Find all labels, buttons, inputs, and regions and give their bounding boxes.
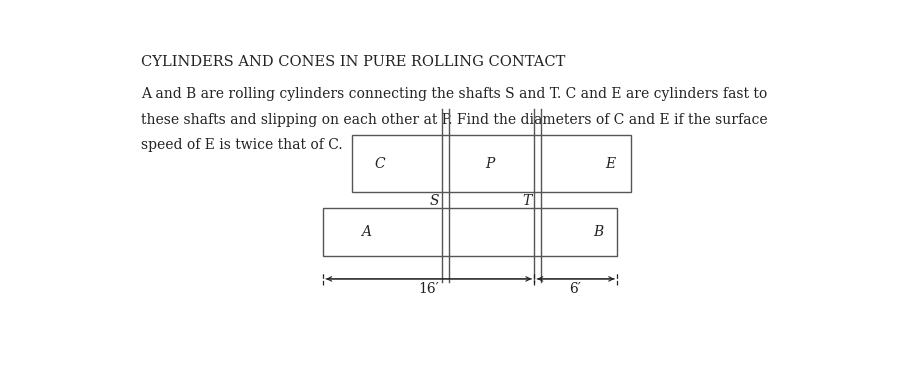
Text: A and B are rolling cylinders connecting the shafts S and T. C and E are cylinde: A and B are rolling cylinders connecting… xyxy=(141,87,768,101)
Text: C: C xyxy=(375,157,385,171)
Bar xyxy=(324,208,617,256)
Text: A: A xyxy=(361,225,371,239)
Text: S: S xyxy=(430,193,439,208)
Text: B: B xyxy=(593,225,603,239)
Text: these shafts and slipping on each other at P. Find the diameters of C and E if t: these shafts and slipping on each other … xyxy=(141,113,768,127)
Text: T: T xyxy=(522,193,531,208)
Text: 16′: 16′ xyxy=(419,282,439,296)
Text: 6′: 6′ xyxy=(569,282,581,296)
Bar xyxy=(352,135,632,192)
Text: speed of E is twice that of C.: speed of E is twice that of C. xyxy=(141,138,343,152)
Text: E: E xyxy=(605,157,615,171)
Text: CYLINDERS AND CONES IN PURE ROLLING CONTACT: CYLINDERS AND CONES IN PURE ROLLING CONT… xyxy=(141,55,566,69)
Text: P: P xyxy=(485,157,494,171)
